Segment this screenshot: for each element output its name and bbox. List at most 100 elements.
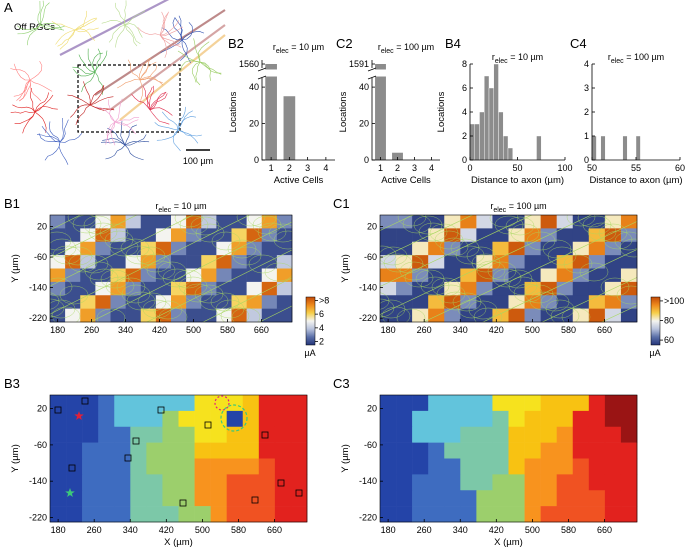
map-cell [412, 474, 429, 491]
map-cell [110, 241, 126, 256]
map-cell [50, 228, 66, 243]
map-cell [246, 268, 263, 283]
map-cell [290, 506, 308, 523]
map-cell [65, 295, 81, 309]
map-cell [98, 490, 115, 507]
map-cell [155, 215, 172, 229]
title-part: r [608, 52, 611, 62]
map-cell [98, 458, 115, 475]
dendrite [55, 29, 76, 45]
map-cell [412, 281, 429, 296]
dendrite-outline [603, 230, 633, 250]
map-cell [178, 474, 195, 491]
map-cell [201, 268, 217, 283]
dendrite [181, 39, 191, 64]
x-tick-label: 580 [220, 325, 235, 335]
map-cell [396, 255, 413, 269]
map-cell [110, 228, 126, 243]
x-tick-label: 180 [381, 325, 396, 335]
y-axis-label: Locations [436, 91, 447, 132]
map-cell [146, 395, 163, 412]
dendrite [180, 60, 201, 71]
map-cell [95, 268, 111, 283]
map-cell [246, 308, 263, 323]
dendrite [114, 119, 139, 126]
x-tick-label: 4 [429, 163, 434, 173]
dendrite [44, 141, 61, 161]
map-cell [620, 490, 638, 507]
axon-outline [541, 277, 637, 322]
map-cell [130, 426, 147, 443]
dendrite [70, 104, 91, 118]
map-cell [460, 410, 477, 428]
axon-outline [50, 215, 251, 315]
dendrite-outline [587, 222, 617, 242]
x-tick-label: 180 [50, 325, 65, 335]
map-cell [460, 215, 477, 229]
map-cell [276, 281, 293, 296]
map-cell [125, 241, 142, 256]
map-cell [125, 215, 142, 229]
dendrite [73, 69, 96, 77]
dendrite [124, 0, 127, 26]
histogram-bar [600, 135, 606, 161]
dendrite-outline [109, 237, 139, 257]
dendrite [177, 106, 186, 131]
map-cell [620, 241, 638, 256]
axis-break [257, 69, 336, 77]
dendrite [193, 38, 201, 63]
colorbar-tick-label: 2 [319, 337, 324, 347]
map-cell [231, 308, 247, 323]
map-cell [130, 474, 147, 491]
dendrite [87, 48, 96, 73]
map-cell [396, 474, 413, 491]
map-cell [66, 395, 83, 412]
dendrite-outline [492, 268, 522, 288]
map-cell [508, 255, 525, 269]
plot-frame [379, 214, 638, 323]
dendrite-outline [600, 277, 630, 297]
map-cell [508, 295, 525, 309]
map-cell [50, 268, 66, 283]
map-cell [380, 228, 397, 243]
map-cell [210, 410, 227, 428]
map-cell [82, 410, 99, 428]
map-cell [162, 410, 179, 428]
map-cell [508, 228, 525, 243]
dendrite [156, 129, 179, 141]
map-cell [66, 426, 83, 443]
dendrite [59, 133, 83, 143]
map-cell [412, 395, 429, 412]
dendrite [131, 94, 151, 111]
dendrite-outline [162, 268, 192, 288]
dendrite [139, 61, 157, 81]
dendrite-outline [420, 276, 450, 296]
y-tick-label: -220 [359, 313, 377, 323]
map-cell [274, 458, 292, 475]
map-cell [162, 458, 179, 475]
x-tick-label: 55 [631, 163, 641, 173]
map-cell [556, 255, 574, 269]
map-cell [95, 215, 111, 229]
x-tick-label: 260 [84, 325, 99, 335]
dendrite-outline [526, 231, 556, 251]
map-cell [604, 395, 622, 412]
y-tick-label: 0 [462, 155, 467, 165]
map-cell [428, 442, 445, 459]
map-cell [274, 395, 292, 412]
star-marker [74, 411, 84, 420]
histogram-bar [484, 75, 490, 161]
map-cell [556, 490, 574, 507]
colorbar-tick-label: >100 [664, 296, 684, 306]
x-tick-label: 660 [254, 325, 269, 335]
y-tick-label: -60 [364, 440, 377, 450]
dendrite [89, 85, 105, 106]
axon-outline [422, 221, 637, 322]
panel-label: B3 [4, 376, 20, 391]
dendrite [16, 79, 31, 101]
map-cell [261, 215, 278, 229]
dendrite [13, 63, 31, 81]
dendrite [106, 121, 116, 144]
map-cell [460, 281, 477, 296]
dendrite [159, 34, 181, 46]
